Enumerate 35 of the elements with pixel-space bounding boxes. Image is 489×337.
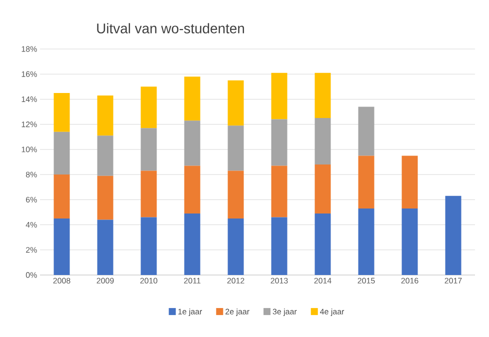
bar (402, 208, 418, 275)
bar (358, 208, 374, 275)
bar (314, 213, 331, 275)
bar (358, 156, 374, 208)
bar (184, 120, 200, 166)
bar (445, 196, 462, 275)
bar (271, 166, 288, 218)
bar (140, 128, 157, 171)
bar (97, 95, 114, 136)
bar (140, 170, 157, 218)
bar (314, 164, 331, 214)
bar (97, 136, 114, 176)
bar (140, 86, 157, 128)
bar (402, 156, 418, 208)
bar (314, 118, 331, 165)
bar (97, 220, 114, 275)
bar (140, 217, 157, 275)
bar (271, 217, 288, 275)
bar (54, 132, 70, 175)
bar (314, 72, 331, 118)
bar (54, 92, 70, 132)
bar (184, 76, 200, 121)
bar (271, 72, 288, 120)
bar (97, 176, 114, 220)
bar (228, 218, 244, 275)
bar (54, 218, 70, 275)
bar (228, 126, 244, 171)
bar (54, 174, 70, 218)
bar (228, 80, 244, 126)
bar (228, 170, 244, 218)
bar (184, 213, 200, 275)
bar (271, 119, 288, 166)
chart-title: Uitval van wo-studenten (97, 23, 244, 34)
bar (358, 106, 374, 156)
bar (184, 166, 200, 214)
